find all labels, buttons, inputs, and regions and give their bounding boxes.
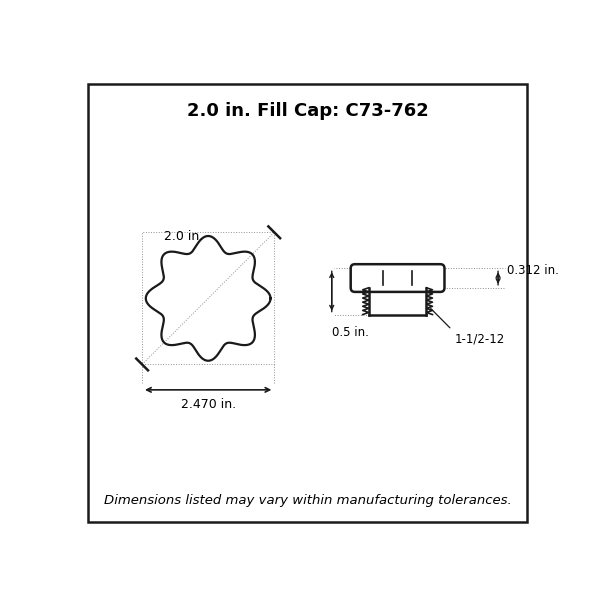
Text: 2.0 in. Fill Cap: C73-762: 2.0 in. Fill Cap: C73-762 bbox=[187, 102, 428, 120]
Text: 2.470 in.: 2.470 in. bbox=[181, 398, 236, 411]
FancyBboxPatch shape bbox=[350, 264, 445, 292]
Text: 2.0 in.: 2.0 in. bbox=[164, 230, 203, 242]
Text: 0.5 in.: 0.5 in. bbox=[332, 326, 368, 339]
Text: Dimensions listed may vary within manufacturing tolerances.: Dimensions listed may vary within manufa… bbox=[104, 494, 511, 507]
Text: 1-1/2-12: 1-1/2-12 bbox=[454, 332, 505, 345]
Text: 0.312 in.: 0.312 in. bbox=[508, 264, 559, 277]
